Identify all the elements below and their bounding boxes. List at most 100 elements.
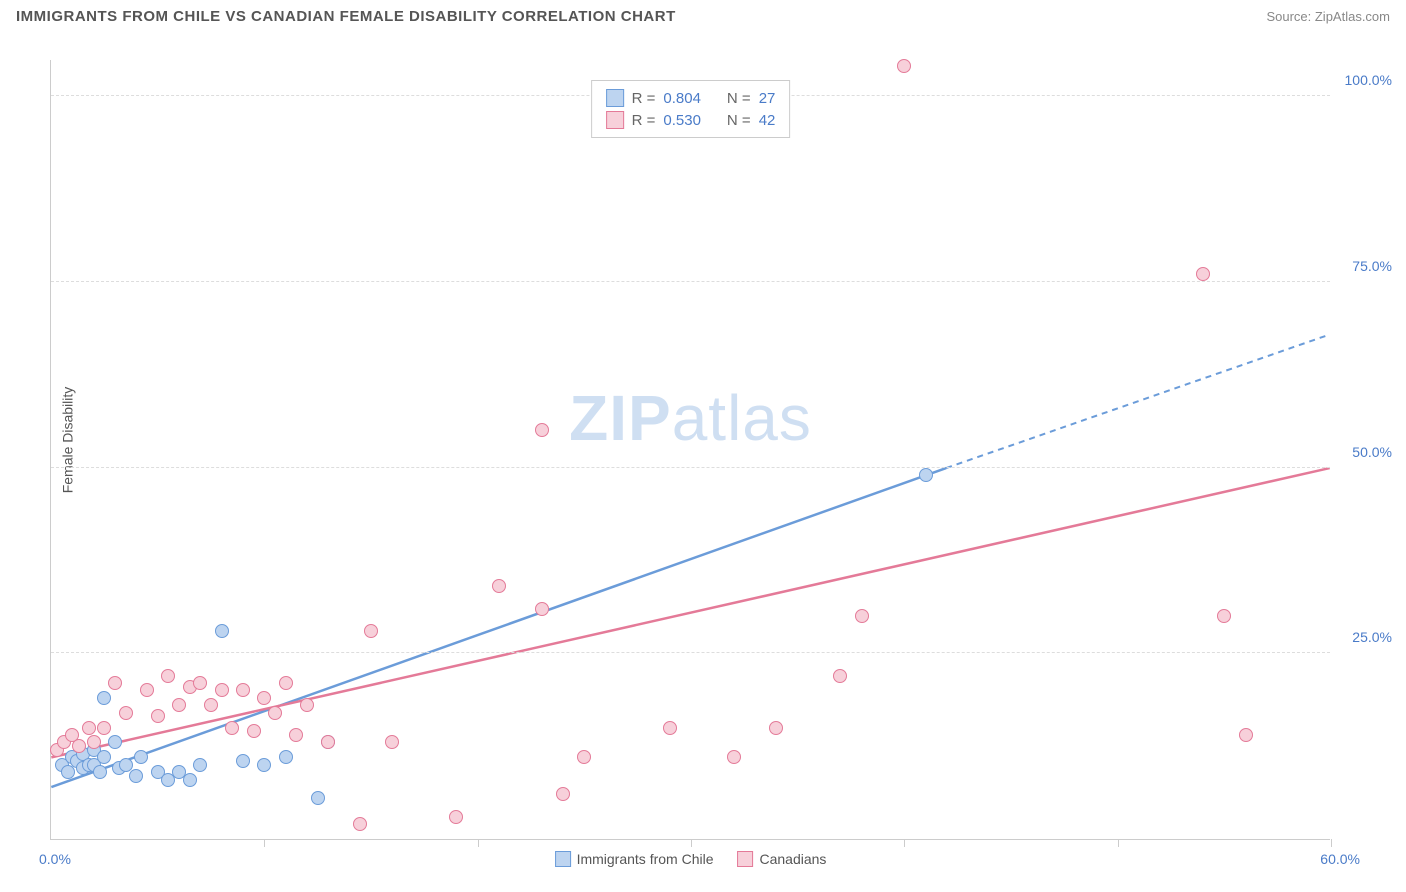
legend-stats-row-canadians: R =0.530N =42 [606,109,776,131]
scatter-point-canadians [663,721,677,735]
scatter-point-canadians [108,676,122,690]
legend-swatch [606,89,624,107]
gridline [51,281,1330,282]
scatter-point-canadians [119,706,133,720]
trendline-canadians [51,468,1329,757]
scatter-point-canadians [300,698,314,712]
watermark-bold: ZIP [569,382,672,454]
gridline [51,467,1330,468]
ytick-label: 25.0% [1352,629,1392,645]
scatter-point-canadians [535,602,549,616]
xaxis-min-label: 0.0% [39,851,71,867]
scatter-point-canadians [353,817,367,831]
scatter-point-chile [311,791,325,805]
scatter-point-canadians [279,676,293,690]
trend-lines [51,60,1330,839]
scatter-point-canadians [1217,609,1231,623]
scatter-point-canadians [151,709,165,723]
legend-stats-row-chile: R =0.804N =27 [606,87,776,109]
scatter-point-canadians [289,728,303,742]
ytick-label: 50.0% [1352,444,1392,460]
legend-r-label: R = [632,112,656,129]
scatter-point-canadians [855,609,869,623]
legend-swatch [555,851,571,867]
scatter-point-canadians [161,669,175,683]
scatter-point-canadians [1196,267,1210,281]
scatter-point-canadians [193,676,207,690]
legend-swatch [606,111,624,129]
xaxis-max-label: 60.0% [1320,851,1360,867]
xtick [1331,839,1332,847]
scatter-point-chile [215,624,229,638]
chart-source: Source: ZipAtlas.com [1266,9,1390,24]
scatter-point-canadians [225,721,239,735]
scatter-point-canadians [87,735,101,749]
scatter-point-canadians [449,810,463,824]
chart-title: IMMIGRANTS FROM CHILE VS CANADIAN FEMALE… [16,8,676,25]
scatter-point-chile [279,750,293,764]
scatter-point-canadians [769,721,783,735]
legend-series: Immigrants from Chile Canadians [555,851,827,867]
legend-series-item-chile: Immigrants from Chile [555,851,714,867]
scatter-point-chile [193,758,207,772]
scatter-point-canadians [172,698,186,712]
legend-stats: R =0.804N =27R =0.530N =42 [591,80,791,138]
chart-header: IMMIGRANTS FROM CHILE VS CANADIAN FEMALE… [0,0,1406,29]
scatter-point-canadians [833,669,847,683]
scatter-point-canadians [140,683,154,697]
legend-swatch [737,851,753,867]
ytick-label: 75.0% [1352,258,1392,274]
source-label: Source: [1266,9,1314,24]
scatter-point-canadians [82,721,96,735]
scatter-point-canadians [1239,728,1253,742]
ytick-label: 100.0% [1345,72,1392,88]
scatter-point-canadians [204,698,218,712]
chart-container: Female Disability ZIPatlas 0.0% 60.0% R … [50,40,1390,840]
scatter-point-canadians [268,706,282,720]
xtick [691,839,692,847]
scatter-point-canadians [321,735,335,749]
scatter-point-canadians [897,59,911,73]
scatter-point-canadians [556,787,570,801]
scatter-point-canadians [72,739,86,753]
scatter-point-chile [919,468,933,482]
legend-n-label: N = [727,90,751,107]
scatter-point-canadians [535,423,549,437]
xtick [904,839,905,847]
plot-area: ZIPatlas 0.0% 60.0% R =0.804N =27R =0.53… [50,60,1330,840]
scatter-point-chile [108,735,122,749]
legend-series-label: Canadians [759,851,826,867]
scatter-point-chile [129,769,143,783]
xtick [1118,839,1119,847]
legend-r-value: 0.530 [663,112,701,129]
scatter-point-canadians [97,721,111,735]
scatter-point-chile [257,758,271,772]
xtick [264,839,265,847]
xtick [478,839,479,847]
gridline [51,652,1330,653]
legend-series-item-canadians: Canadians [737,851,826,867]
legend-series-label: Immigrants from Chile [577,851,714,867]
legend-r-label: R = [632,90,656,107]
scatter-point-canadians [577,750,591,764]
scatter-point-canadians [492,579,506,593]
scatter-point-canadians [257,691,271,705]
legend-n-label: N = [727,112,751,129]
legend-n-value: 27 [759,90,776,107]
scatter-point-canadians [385,735,399,749]
source-value: ZipAtlas.com [1315,9,1390,24]
scatter-point-chile [134,750,148,764]
scatter-point-chile [183,773,197,787]
scatter-point-chile [236,754,250,768]
scatter-point-chile [97,750,111,764]
scatter-point-canadians [727,750,741,764]
watermark: ZIPatlas [569,381,812,455]
trendline-chile [51,468,946,787]
scatter-point-canadians [215,683,229,697]
scatter-point-canadians [364,624,378,638]
scatter-point-canadians [236,683,250,697]
scatter-point-canadians [247,724,261,738]
watermark-rest: atlas [672,382,812,454]
scatter-point-chile [97,691,111,705]
trendline-ext-chile [946,335,1330,469]
